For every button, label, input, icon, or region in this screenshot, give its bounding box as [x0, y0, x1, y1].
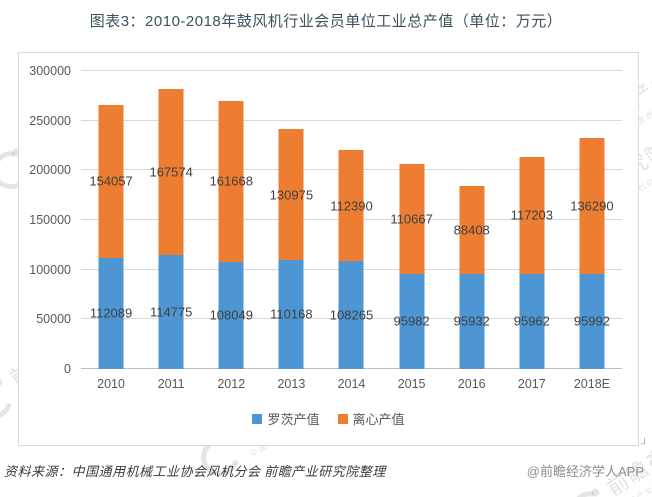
bar-segment-centrifugal-output: [98, 104, 124, 258]
gridline: [81, 70, 622, 71]
bar-segment-roots-output: [98, 257, 124, 369]
bar-segment-roots-output: [218, 261, 244, 369]
bar-segment-roots-output: [278, 259, 304, 369]
data-label-roots-output: 108265: [329, 307, 374, 323]
data-label-roots-output: 112089: [89, 305, 133, 321]
data-label-centrifugal-output: 154057: [89, 173, 133, 189]
bar-segment-roots-output: [338, 261, 364, 369]
source-note: 资料来源：中国通用机械工业协会风机分会 前瞻产业研究院整理: [4, 464, 386, 479]
legend-label: 离心产值: [352, 412, 405, 427]
bar-segment-centrifugal-output: [459, 185, 485, 274]
data-label-centrifugal-output: 161668: [209, 173, 253, 189]
y-tick-label: 300000: [29, 64, 71, 78]
data-label-centrifugal-output: 88408: [453, 222, 490, 238]
x-tick-label: 2011: [157, 377, 185, 391]
data-label-roots-output: 95992: [573, 313, 610, 329]
data-label-centrifugal-output: 130975: [269, 187, 314, 203]
bar-segment-centrifugal-output: [338, 149, 364, 262]
bar-segment-centrifugal-output: [519, 157, 545, 274]
data-label-roots-output: 95932: [453, 313, 490, 329]
legend-label: 罗茨产值: [267, 412, 320, 427]
data-label-roots-output: 108049: [209, 307, 253, 323]
data-label-roots-output: 110168: [270, 306, 313, 322]
credit-note: @前瞻经济学人APP: [526, 464, 644, 479]
x-tick-label: 2013: [277, 377, 306, 391]
bar-segment-roots-output: [399, 273, 425, 369]
data-label-roots-output: 114775: [149, 304, 193, 320]
legend-swatch-icon: [337, 413, 348, 424]
data-label-roots-output: 95982: [393, 313, 430, 329]
plot-area: 112089 154057 114775 167574 108049 161668 1101…: [81, 70, 622, 369]
bar-segment-roots-output: [158, 255, 184, 369]
footer: 资料来源：中国通用机械工业协会风机分会 前瞻产业研究院整理 @前瞻经济学人APP: [4, 461, 644, 480]
data-label-centrifugal-output: 112390: [330, 198, 373, 214]
bar-segment-centrifugal-output: [278, 129, 304, 260]
y-axis-labels: 0 50000 100000 150000 200000 250000 300000: [19, 64, 73, 376]
x-tick-label: 2017: [517, 377, 546, 391]
x-axis-labels: 2010 2011 2012 2013 2014 2015 2016 2017 2018E: [81, 377, 622, 391]
gridline: [81, 119, 622, 121]
x-tick-label: 2010: [97, 377, 125, 391]
x-tick-label: 2014: [337, 377, 366, 391]
legend-swatch-icon: [252, 413, 263, 424]
bar-segment-roots-output: [459, 273, 485, 369]
legend: 罗茨产值 离心产值: [19, 409, 638, 428]
data-label-centrifugal-output: 110667: [390, 211, 433, 227]
bar-column-2012: 108049 161668: [201, 71, 261, 369]
bar-column-2013: 110168 130975: [261, 71, 321, 369]
y-tick-label: 100000: [29, 262, 71, 277]
bar-column-2017: 95962 117203: [502, 71, 562, 369]
bar-segment-roots-output: [579, 273, 605, 369]
data-label-centrifugal-output: 167574: [149, 164, 193, 180]
bar-column-2014: 108265 112390: [321, 71, 381, 369]
x-tick-label: 2016: [457, 377, 486, 391]
data-label-centrifugal-output: 117203: [510, 207, 554, 223]
data-label-roots-output: 95962: [513, 313, 550, 329]
chart-title: 图表3：2010-2018年鼓风机行业会员单位工业总产值（单位：万元）: [89, 13, 563, 30]
bar-segment-centrifugal-output: [579, 138, 605, 274]
bars: 112089 154057 114775 167574 108049 161668 1101…: [81, 71, 622, 369]
data-label-centrifugal-output: 136290: [570, 198, 614, 214]
y-tick-label: 250000: [29, 113, 71, 128]
x-tick-label: 2018E: [573, 377, 610, 391]
y-tick-label: 50000: [36, 312, 71, 327]
y-tick-label: 200000: [29, 163, 71, 178]
bar-column-2016: 95932 88408: [442, 71, 502, 369]
legend-item-centrifugal-output: 离心产值: [337, 409, 405, 428]
y-tick-label: 150000: [29, 213, 71, 227]
bar-segment-roots-output: [519, 273, 545, 369]
bar-column-2011: 114775 167574: [141, 71, 201, 369]
bar-segment-centrifugal-output: [399, 163, 425, 274]
legend-item-roots-output: 罗茨产值: [252, 409, 320, 428]
qianzhan-logo-icon: [563, 483, 617, 497]
qianzhan-logo-icon: [0, 373, 20, 427]
bar-column-2018E: 95992 136290: [562, 71, 622, 369]
resize-corner-mark: ┘: [641, 439, 649, 450]
chart-frame: 0 50000 100000 150000 200000 250000 300000 112…: [18, 52, 639, 446]
x-tick-label: 2015: [397, 377, 426, 391]
bar-segment-centrifugal-output: [218, 101, 244, 262]
bar-column-2015: 95982 110667: [382, 71, 442, 369]
bar-column-2010: 112089 154057: [81, 71, 141, 369]
x-tick-label: 2012: [217, 377, 246, 391]
bar-segment-centrifugal-output: [158, 88, 184, 255]
y-tick-label: 0: [64, 362, 71, 376]
